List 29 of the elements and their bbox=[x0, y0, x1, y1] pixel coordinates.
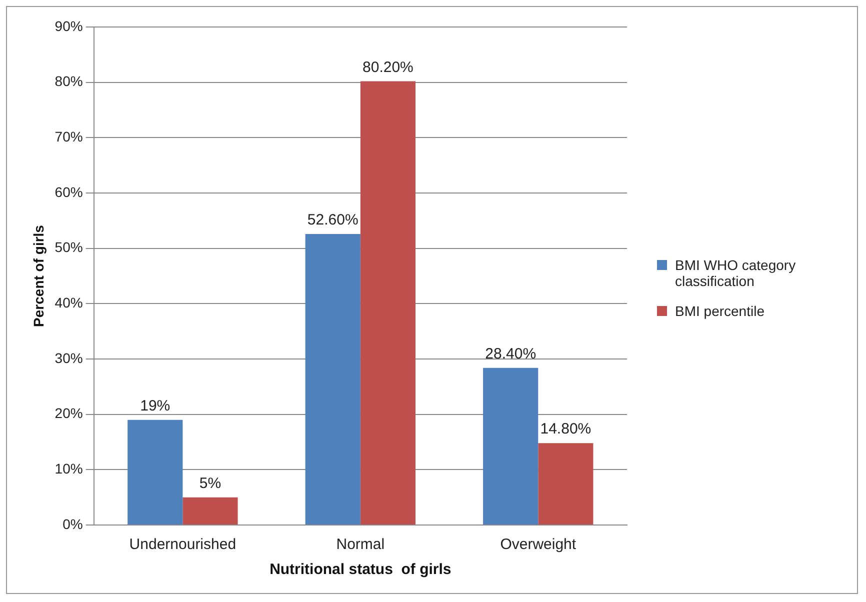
x-tick-label: Overweight bbox=[500, 536, 577, 554]
legend-label: BMI WHO category classification bbox=[675, 257, 797, 289]
y-axis-title: Percent of girls bbox=[30, 224, 46, 327]
bar bbox=[360, 81, 416, 524]
data-label: 5% bbox=[199, 474, 222, 492]
bar bbox=[305, 234, 360, 524]
x-tick-label: Undernourished bbox=[129, 536, 236, 554]
y-tick-label: 40% bbox=[54, 294, 83, 311]
y-tick-label: 20% bbox=[54, 405, 83, 422]
legend-label: BMI percentile bbox=[675, 303, 764, 319]
bar bbox=[128, 420, 183, 524]
bar bbox=[538, 443, 594, 524]
data-label: 28.40% bbox=[485, 345, 536, 362]
data-label: 19% bbox=[140, 398, 170, 415]
y-tick-label: 0% bbox=[62, 516, 83, 532]
y-tick-label: 30% bbox=[54, 350, 83, 366]
data-label: 52.60% bbox=[307, 212, 358, 229]
x-axis-title: Nutritional status of girls bbox=[270, 561, 452, 578]
y-tick-label: 60% bbox=[54, 184, 83, 200]
data-label: 14.80% bbox=[540, 420, 592, 438]
y-tick-label: 10% bbox=[54, 460, 83, 477]
bar bbox=[182, 497, 238, 524]
data-label: 80.20% bbox=[362, 58, 414, 76]
y-tick-label: 80% bbox=[54, 73, 83, 90]
x-tick-label: Normal bbox=[336, 536, 385, 554]
y-tick-label: 90% bbox=[54, 18, 83, 34]
bar bbox=[483, 368, 538, 524]
y-tick-label: 70% bbox=[54, 128, 83, 145]
y-tick-label: 50% bbox=[54, 239, 83, 256]
